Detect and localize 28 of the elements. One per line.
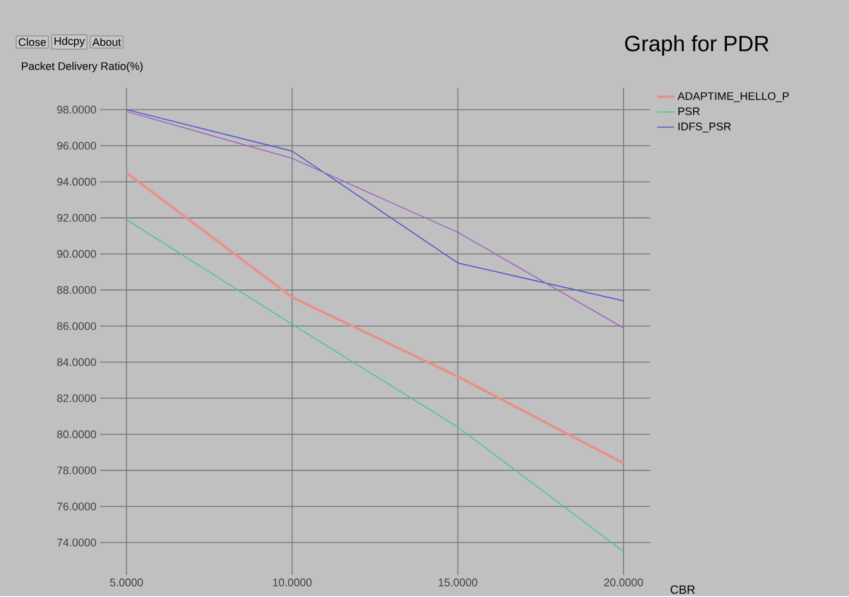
y-tick-label: 96.0000 (57, 142, 96, 150)
x-tick-label: 15.0000 (438, 578, 478, 586)
x-tick-label: 5.0000 (110, 578, 143, 586)
line-series (125, 171, 625, 464)
line-series (126, 219, 624, 552)
legend-label: ADAPTIME_HELLO_P (678, 92, 789, 102)
x-axis-title: CBR (670, 585, 695, 594)
text: Hdcpy (54, 36, 85, 48)
y-tick-label: 94.0000 (57, 178, 96, 186)
y-axis-title: Packet Delivery Ratio(%) (22, 62, 143, 72)
y-tick-label: 78.0000 (57, 466, 96, 474)
y-tick-label: 84.0000 (57, 358, 96, 366)
y-tick-label: 76.0000 (57, 502, 96, 510)
y-tick-label: 74.0000 (57, 538, 96, 546)
y-tick-label: 90.0000 (57, 250, 96, 258)
y-tick-label: 92.0000 (57, 214, 96, 222)
x-tick-label: 10.0000 (273, 578, 312, 586)
y-tick-label: 82.0000 (57, 394, 96, 402)
text: Close (18, 38, 46, 46)
legend-label: IDFS_PSR (678, 122, 731, 132)
y-tick-label: 80.0000 (57, 430, 96, 438)
text: Graph for PDR (625, 35, 768, 56)
x-tick-label: 20.0000 (604, 578, 643, 586)
y-tick-label: 98.0000 (57, 106, 96, 114)
legend-label: PSR (678, 107, 700, 116)
y-tick-label: 88.0000 (57, 286, 96, 294)
y-tick-label: 86.0000 (57, 322, 96, 330)
text: About (92, 38, 121, 46)
